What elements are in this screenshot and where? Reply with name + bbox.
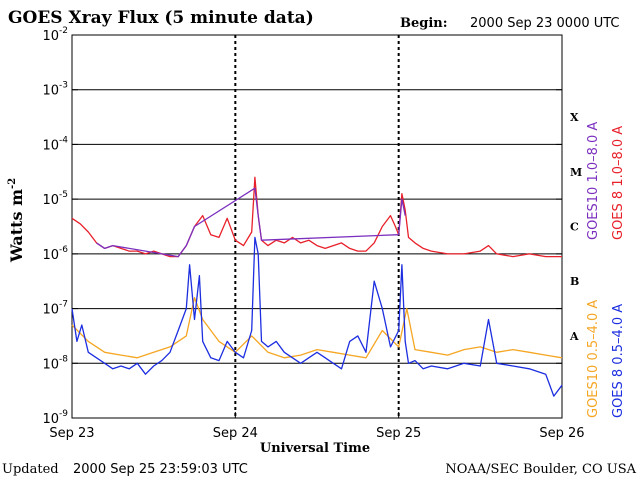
y-tick-label: 10-8 — [42, 354, 68, 372]
legend-label: GOES 8 0.5–4.0 A — [611, 304, 626, 418]
y-axis-label-main: Watts m — [7, 189, 26, 263]
y-tick-label: 10-2 — [42, 26, 68, 44]
y-tick-base: 10 — [42, 357, 59, 372]
x-axis-label: Universal Time — [260, 441, 370, 456]
y-tick-label: 10-6 — [42, 245, 68, 263]
legend-label: GOES10 0.5–4.0 A — [586, 300, 601, 418]
credit-text: NOAA/SEC Boulder, CO USA — [445, 462, 636, 477]
legend-entry: GOES 8 0.5–4.0 A — [611, 304, 626, 418]
flare-class-label: X — [570, 111, 579, 124]
flare-class-label: C — [570, 221, 579, 234]
y-tick-base: 10 — [42, 248, 59, 263]
series-line-2 — [71, 296, 563, 359]
y-tick-base: 10 — [42, 84, 59, 99]
y-tick-label: 10-9 — [42, 409, 68, 427]
y-tick-label: 10-4 — [42, 135, 68, 153]
y-tick-exp: -3 — [59, 81, 68, 91]
y-tick-exp: -7 — [59, 300, 68, 310]
begin-value: 2000 Sep 23 0000 UTC — [470, 16, 620, 31]
x-tick-label: Sep 24 — [213, 426, 258, 441]
y-tick-label: 10-3 — [42, 81, 68, 99]
flare-class-label: A — [569, 330, 579, 343]
y-tick-exp: -4 — [59, 135, 68, 145]
legend-label: GOES 8 1.0–8.0 A — [611, 126, 626, 240]
plot-frame — [71, 34, 563, 419]
y-tick-base: 10 — [42, 303, 59, 318]
y-tick-label: 10-5 — [42, 190, 68, 208]
y-axis-label-exp: -2 — [7, 178, 18, 189]
x-tick-label: Sep 23 — [49, 426, 94, 441]
y-tick-base: 10 — [42, 193, 59, 208]
begin-label: Begin: — [400, 16, 448, 31]
y-tick-exp: -6 — [59, 245, 68, 255]
series-line-0 — [71, 176, 562, 258]
y-tick-label: 10-7 — [42, 300, 68, 318]
y-tick-base: 10 — [42, 138, 59, 153]
legend-label: GOES10 1.0–8.0 A — [586, 122, 601, 240]
updated-value: 2000 Sep 25 23:59:03 UTC — [73, 462, 248, 477]
svg-text:Watts m-2: Watts m-2 — [7, 178, 26, 263]
y-tick-base: 10 — [42, 29, 59, 44]
flare-class-label: B — [570, 275, 579, 288]
legend-entry: GOES10 0.5–4.0 A — [586, 300, 601, 418]
y-tick-exp: -9 — [59, 409, 68, 419]
y-axis-label: Watts m-2 — [7, 178, 26, 263]
x-tick-label: Sep 25 — [376, 426, 421, 441]
legend-entry: GOES10 1.0–8.0 A — [586, 122, 601, 240]
legend-entry: GOES 8 1.0–8.0 A — [611, 126, 626, 240]
y-tick-base: 10 — [42, 412, 59, 427]
y-tick-exp: -5 — [59, 190, 68, 200]
flare-class-label: M — [570, 166, 582, 179]
chart-title: GOES Xray Flux (5 minute data) — [8, 8, 314, 28]
updated-label: Updated — [2, 462, 59, 477]
series-line-3 — [71, 236, 563, 397]
y-tick-exp: -2 — [59, 26, 68, 36]
x-tick-label: Sep 26 — [539, 426, 584, 441]
series-line-1 — [96, 187, 406, 258]
y-tick-exp: -8 — [59, 354, 68, 364]
